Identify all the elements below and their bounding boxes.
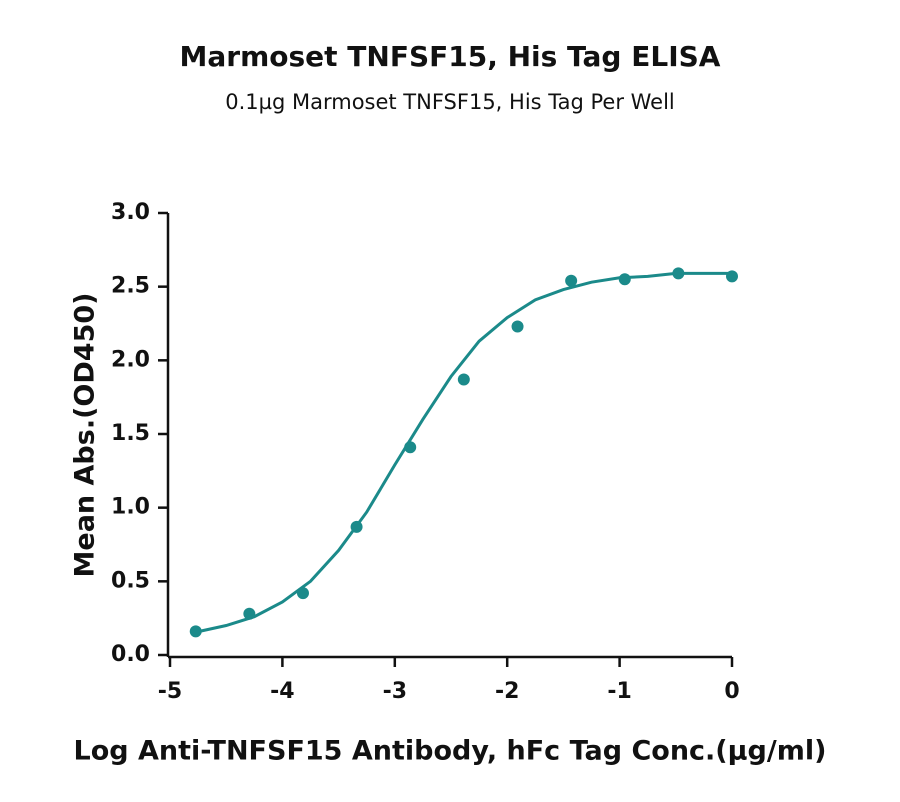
x-tick-label: -4 <box>270 679 294 704</box>
data-point <box>296 587 309 600</box>
y-tick-label: 1.5 <box>111 421 150 446</box>
x-tick-label: -1 <box>607 679 631 704</box>
data-point <box>457 373 470 386</box>
data-point <box>726 270 738 283</box>
data-point <box>618 273 631 286</box>
y-axis-label: Mean Abs.(OD450) <box>70 293 101 578</box>
x-tick-label: -3 <box>383 679 407 704</box>
x-axis-label: Log Anti-TNFSF15 Antibody, hFc Tag Conc.… <box>74 736 827 767</box>
fit-curve <box>192 271 732 635</box>
chart-subtitle: 0.1µg Marmoset TNFSF15, His Tag Per Well <box>225 90 675 114</box>
data-point <box>404 441 417 454</box>
data-point <box>511 320 524 333</box>
chart-title: Marmoset TNFSF15, His Tag ELISA <box>180 40 721 73</box>
y-tick-label: 3.0 <box>111 200 150 225</box>
data-point <box>243 607 256 620</box>
y-tick-label: 0.0 <box>111 642 150 667</box>
x-tick-label: 0 <box>724 679 739 704</box>
y-tick-label: 2.0 <box>111 347 150 372</box>
x-tick-label: -5 <box>158 679 182 704</box>
y-tick-label: 1.0 <box>111 495 150 520</box>
y-tick-label: 0.5 <box>111 568 150 593</box>
y-tick-label: 2.5 <box>111 274 150 299</box>
data-point <box>350 520 363 533</box>
x-tick-label: -2 <box>495 679 519 704</box>
data-point <box>565 274 578 287</box>
data-point <box>672 267 685 280</box>
data-point <box>189 625 202 638</box>
